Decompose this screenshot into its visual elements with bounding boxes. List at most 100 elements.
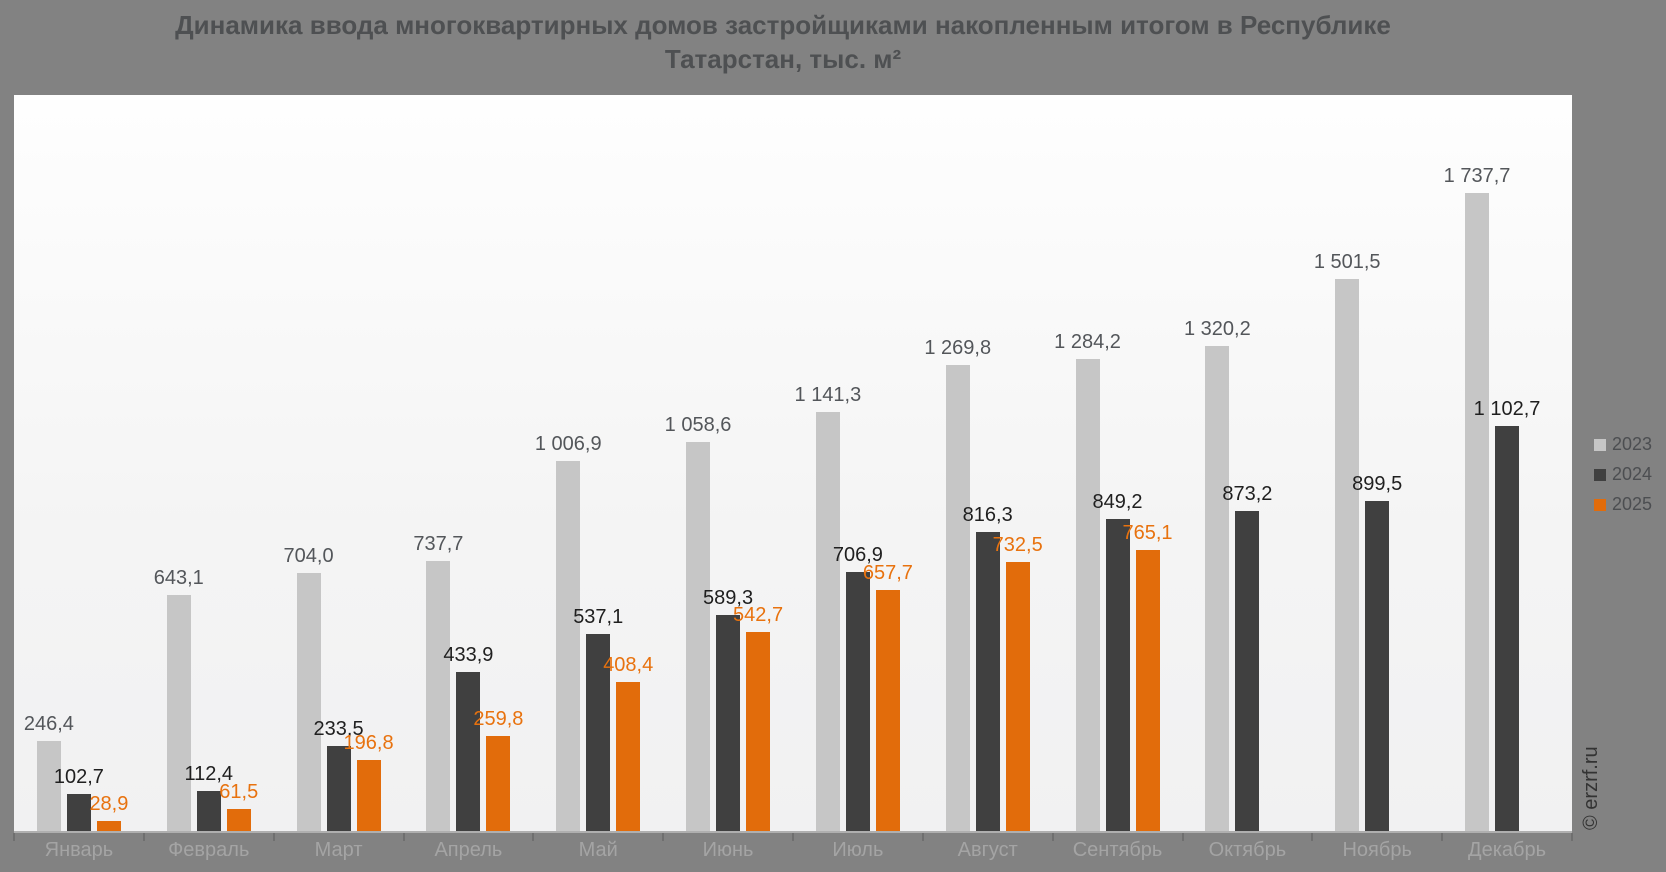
bar-slot-2025: 28,9 — [89, 95, 128, 832]
bar-slot-2023: 1 269,8 — [924, 95, 991, 832]
axis-tick — [662, 833, 665, 841]
bar-slot-2024: 706,9 — [833, 95, 883, 832]
bar-2025-Март — [356, 760, 381, 832]
bar-slot-2025: 542,7 — [733, 95, 783, 832]
axis-tick — [13, 833, 15, 841]
bar-slot-2024: 589,3 — [703, 95, 753, 832]
bar-slot-2023: 643,1 — [154, 95, 204, 832]
bar-2024-Апрель — [456, 672, 481, 832]
bar-group-Январь: 246,4 102,7 28,9 — [14, 95, 144, 832]
bar-slot-2025 — [1525, 95, 1549, 832]
bar-slot-2024: 873,2 — [1222, 95, 1272, 832]
bar-group-Ноябрь: 1 501,5 899,5 — [1312, 95, 1442, 832]
bar-value-label-2024: 899,5 — [1352, 473, 1403, 495]
bar-slot-2024: 1 102,7 — [1474, 95, 1540, 832]
bar-value-label-2025: 657,7 — [862, 562, 913, 584]
bar-slot-2023: 737,7 — [413, 95, 463, 832]
bar-2024-Июнь — [716, 615, 741, 832]
bar-2023-Июнь — [686, 442, 711, 832]
bar-slot-2023: 1 284,2 — [1054, 95, 1121, 832]
bar-slot-2025: 408,4 — [603, 95, 653, 832]
bar-value-label-2025: 61,5 — [219, 781, 259, 803]
axis-tick — [532, 833, 535, 841]
bar-value-label-2025: 259,8 — [473, 708, 524, 730]
bar-slot-2023: 704,0 — [284, 95, 334, 832]
bar-group-Октябрь: 1 320,2 873,2 — [1182, 95, 1312, 832]
bar-value-label-2023: 246,4 — [23, 713, 74, 735]
bar-value-label-2025: 28,9 — [89, 793, 129, 815]
axis-tick — [1181, 833, 1184, 841]
bar-value-label-2024: 849,2 — [1092, 491, 1143, 513]
bar-slot-2023: 1 501,5 — [1314, 95, 1381, 832]
legend-swatch-2025 — [1594, 498, 1606, 511]
bar-2023-Август — [945, 365, 970, 832]
legend-label-2023: 2023 — [1612, 434, 1653, 454]
bar-slot-2023: 1 141,3 — [795, 95, 861, 832]
x-axis-label-Август: Август — [957, 839, 1018, 861]
bar-slot-2024: 112,4 — [184, 95, 233, 832]
bar-value-label-2024: 1 102,7 — [1473, 398, 1541, 420]
bar-2024-Октябрь — [1235, 511, 1260, 832]
legend-label-2024: 2024 — [1612, 464, 1653, 484]
bar-2025-Июнь — [746, 632, 771, 832]
bar-group-Сентябрь: 1 284,2 849,2 765,1 — [1053, 95, 1183, 832]
bar-value-label-2024: 537,1 — [573, 606, 624, 628]
bar-value-label-2023: 704,0 — [283, 545, 334, 567]
bar-slot-2023: 1 006,9 — [535, 95, 602, 832]
chart-title-line2: Татарстан, тыс. м² — [664, 44, 902, 75]
bar-value-label-2025: 542,7 — [733, 604, 784, 626]
bar-slot-2023: 1 737,7 — [1444, 95, 1510, 832]
bar-group-Май: 1 006,9 537,1 408,4 — [533, 95, 663, 832]
bar-slot-2025: 732,5 — [993, 95, 1043, 832]
bar-group-Июль: 1 141,3 706,9 657,7 — [793, 95, 923, 832]
bar-2023-Январь — [36, 741, 61, 832]
x-axis-label-Май: Май — [578, 839, 618, 861]
bar-slot-2024: 899,5 — [1352, 95, 1402, 832]
watermark: © erzrf.ru — [1580, 746, 1602, 830]
bar-2023-Сентябрь — [1075, 359, 1100, 832]
bar-group-Август: 1 269,8 816,3 732,5 — [923, 95, 1053, 832]
bar-value-label-2024: 873,2 — [1222, 483, 1273, 505]
bar-group-Июнь: 1 058,6 589,3 542,7 — [663, 95, 793, 832]
bar-slot-2024: 233,5 — [314, 95, 364, 832]
legend-item-2025: 2025 — [1594, 494, 1652, 515]
x-axis-label-Октябрь: Октябрь — [1208, 839, 1287, 861]
bar-value-label-2023: 1 737,7 — [1443, 165, 1511, 187]
bar-slot-2025: 196,8 — [344, 95, 394, 832]
bar-2024-Август — [975, 532, 1000, 832]
x-axis-label-Ноябрь: Ноябрь — [1342, 839, 1412, 861]
x-axis-labels: Январь Февраль Март Апрель Май Июнь Июль Август… — [14, 839, 1572, 862]
x-axis-label-Апрель: Апрель — [434, 839, 503, 861]
bar-2024-Май — [586, 634, 611, 832]
x-axis-label-Февраль: Февраль — [168, 839, 250, 861]
bar-2023-Март — [296, 573, 321, 832]
bar-group-Декабрь: 1 737,7 1 102,7 — [1442, 95, 1572, 832]
bar-slot-2024: 102,7 — [54, 95, 104, 832]
chart-title-line1: Динамика ввода многоквартирных домов зас… — [175, 10, 1391, 40]
bar-value-label-2023: 1 284,2 — [1054, 331, 1121, 353]
bar-2023-Октябрь — [1205, 346, 1230, 832]
legend-label-2025: 2025 — [1612, 494, 1653, 514]
bar-slot-2024: 816,3 — [963, 95, 1013, 832]
legend: 2023 2024 2025 — [1594, 434, 1652, 515]
axis-tick — [792, 833, 794, 841]
chart-title: Динамика ввода многоквартирных домов зас… — [50, 8, 1516, 77]
bar-group-Февраль: 643,1 112,4 61,5 — [144, 95, 274, 832]
bar-2025-Сентябрь — [1135, 550, 1160, 832]
bar-value-label-2023: 1 141,3 — [794, 384, 862, 406]
bar-2023-Ноябрь — [1335, 279, 1360, 832]
bar-value-label-2024: 589,3 — [703, 587, 754, 609]
bar-2023-Декабрь — [1465, 193, 1490, 832]
bar-2025-Февраль — [226, 809, 251, 832]
bar-2024-Июль — [845, 572, 870, 832]
bar-slot-2023: 246,4 — [24, 95, 74, 832]
legend-item-2024: 2024 — [1594, 464, 1652, 485]
x-axis-label-Июль: Июль — [832, 839, 884, 861]
bar-slot-2025: 657,7 — [863, 95, 913, 832]
axis-tick — [1441, 833, 1444, 841]
bar-value-label-2025: 408,4 — [603, 654, 654, 676]
bar-value-label-2024: 102,7 — [53, 766, 104, 788]
bar-slot-2025: 765,1 — [1123, 95, 1173, 832]
axis-tick — [1311, 833, 1314, 841]
bar-value-label-2023: 1 501,5 — [1313, 251, 1381, 273]
